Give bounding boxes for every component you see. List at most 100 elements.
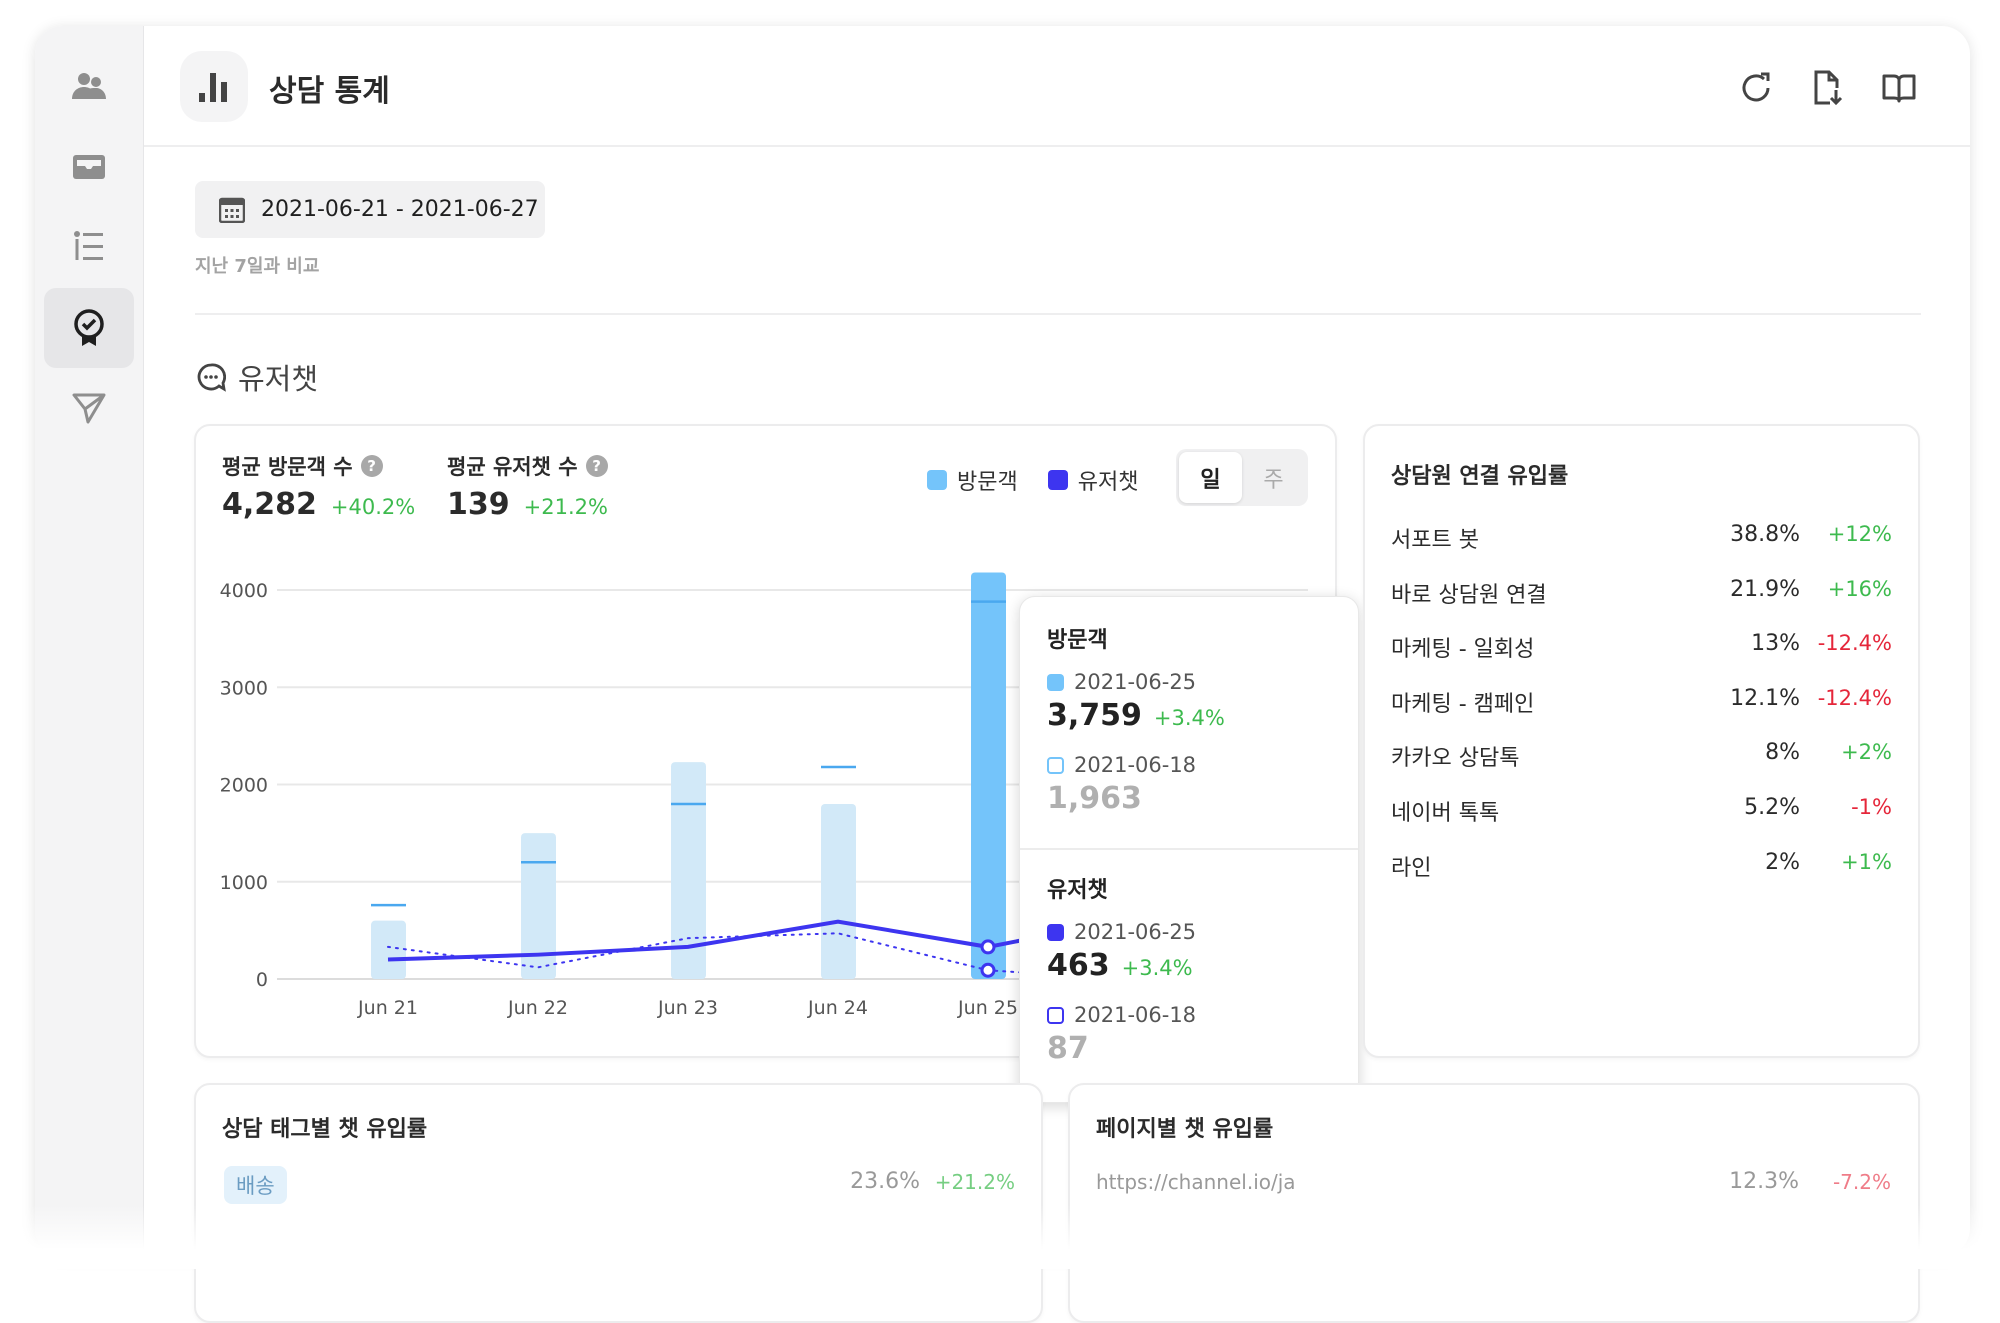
swatch (1047, 1006, 1064, 1024)
row-value: 5.2% (1744, 795, 1800, 820)
list-icon (74, 231, 103, 260)
tooltip-value: 87 (1047, 1031, 1089, 1066)
bottom-fade (0, 1205, 2000, 1269)
row-change: -1% (1851, 795, 1892, 819)
row-change: +1% (1841, 849, 1892, 874)
card-title: 상담원 연결 유입률 (1391, 464, 1569, 489)
page-url[interactable]: https://channel.io/ja (1096, 1170, 1296, 1194)
card-title: 페이지별 챗 유입률 (1096, 1117, 1274, 1142)
sidebar-item-inbox[interactable] (44, 128, 134, 206)
swatch (1047, 923, 1064, 941)
chat-bubble-icon (197, 363, 226, 392)
tooltip-value: 463 (1047, 948, 1110, 983)
row-label: 서포트 봇 (1391, 528, 1479, 553)
sidebar-item-users[interactable] (44, 47, 134, 125)
row-value: 8% (1765, 740, 1800, 766)
sidebar-item-list[interactable] (44, 207, 134, 285)
page-title: 상담 통계 (269, 74, 390, 109)
date-range-picker[interactable]: 2021-06-21 - 2021-06-27 (195, 181, 545, 238)
row-value: 12.1% (1730, 685, 1800, 711)
swatch (1047, 673, 1064, 691)
legend-swatch-visitors (927, 470, 947, 490)
tag-chip[interactable]: 배송 (224, 1166, 287, 1204)
tooltip-change: +3.4% (1153, 706, 1225, 730)
stat-value: 4,282 (222, 487, 317, 522)
compare-label: 지난 7일과 비교 (195, 256, 320, 277)
row-value: 21.9% (1730, 576, 1800, 602)
stat-value: 139 (447, 487, 510, 522)
send-icon (72, 393, 106, 424)
book-icon (1882, 74, 1916, 103)
connection-row: 네이버 톡톡 5.2% -1% (1391, 795, 1892, 827)
users-icon (72, 73, 106, 99)
sidebar-item-statistics[interactable] (44, 288, 134, 368)
legend-swatch-userchat (1047, 470, 1068, 490)
section-title: 유저챗 (196, 356, 318, 398)
legend-label: 방문객 (957, 470, 1018, 495)
calendar-icon (219, 197, 245, 223)
tooltip-date: 2021-06-25 (1074, 920, 1197, 944)
page-icon (180, 51, 248, 122)
tooltip-title: 방문객 (1047, 628, 1108, 653)
chart-tooltip: 방문객 2021-06-25 3,759 +3.4% 2021-06-18 1,9… (1019, 596, 1359, 1103)
divider (195, 313, 1921, 315)
sidebar-item-send[interactable] (44, 369, 134, 447)
stat-avg-userchats: 평균 유저챗 수? 139 +21.2% (447, 451, 608, 522)
row-value: 13% (1751, 631, 1800, 657)
stat-avg-visitors: 평균 방문객 수? 4,282 +40.2% (222, 451, 415, 522)
export-button[interactable] (1808, 68, 1848, 108)
tag-value: 23.6% (850, 1169, 920, 1194)
toggle-week[interactable]: 주 (1263, 467, 1284, 493)
guide-button[interactable] (1879, 68, 1919, 108)
row-label: 마케팅 - 캠페인 (1391, 691, 1535, 717)
row-value: 38.8% (1730, 522, 1800, 547)
row-change: -12.4% (1817, 631, 1892, 656)
connection-rate-card (1363, 424, 1920, 1058)
connection-row: 마케팅 - 캠페인 12.1% -12.4% (1391, 686, 1892, 718)
row-label: 라인 (1391, 855, 1432, 881)
tooltip-date: 2021-06-18 (1074, 753, 1197, 777)
help-icon[interactable]: ? (360, 455, 383, 477)
connection-row: 마케팅 - 일회성 13% -12.4% (1391, 631, 1892, 663)
stat-label: 평균 방문객 수 (222, 455, 353, 479)
connection-row: 라인 2% +1% (1391, 850, 1892, 882)
sidebar (35, 26, 144, 1256)
header-divider (144, 145, 1970, 147)
page-value: 12.3% (1729, 1169, 1799, 1194)
connection-row: 바로 상담원 연결 21.9% +16% (1391, 577, 1892, 609)
connection-row: 서포트 봇 38.8% +12% (1391, 522, 1892, 554)
tooltip-date: 2021-06-18 (1074, 1003, 1197, 1027)
tooltip-value: 1,963 (1047, 781, 1142, 816)
row-change: -12.4% (1817, 685, 1892, 710)
page-change: -7.2% (1832, 1170, 1891, 1194)
section-title-text: 유저챗 (238, 362, 319, 396)
row-change: +2% (1841, 740, 1892, 765)
swatch (1047, 756, 1064, 774)
tooltip-divider (1020, 848, 1358, 850)
tooltip-title: 유저챗 (1047, 878, 1108, 903)
help-icon[interactable]: ? (585, 455, 608, 477)
row-change: +16% (1827, 576, 1892, 601)
period-toggle: 일 주 (1176, 449, 1308, 506)
stat-change: +21.2% (523, 495, 608, 519)
tag-change: +21.2% (934, 1170, 1015, 1194)
row-value: 2% (1765, 849, 1800, 875)
tooltip-value: 3,759 (1047, 698, 1142, 733)
toggle-day[interactable]: 일 (1179, 452, 1242, 503)
row-change: +12% (1827, 522, 1892, 546)
row-label: 카카오 상담톡 (1391, 746, 1520, 772)
row-label: 네이버 톡톡 (1391, 801, 1500, 826)
row-label: 마케팅 - 일회성 (1391, 637, 1535, 663)
date-range-text: 2021-06-21 - 2021-06-27 (261, 197, 539, 222)
refresh-icon (1742, 72, 1770, 102)
stat-label: 평균 유저챗 수 (447, 455, 578, 479)
refresh-button[interactable] (1736, 68, 1776, 108)
tooltip-date: 2021-06-25 (1074, 670, 1197, 694)
connection-row: 카카오 상담톡 8% +2% (1391, 740, 1892, 772)
stat-change: +40.2% (330, 495, 416, 519)
chart-legend: 방문객 유저챗 (927, 464, 1138, 496)
row-label: 바로 상담원 연결 (1391, 582, 1547, 608)
file-download-icon (1814, 70, 1843, 106)
inbox-icon (73, 155, 105, 179)
badge-check-icon (74, 309, 104, 346)
